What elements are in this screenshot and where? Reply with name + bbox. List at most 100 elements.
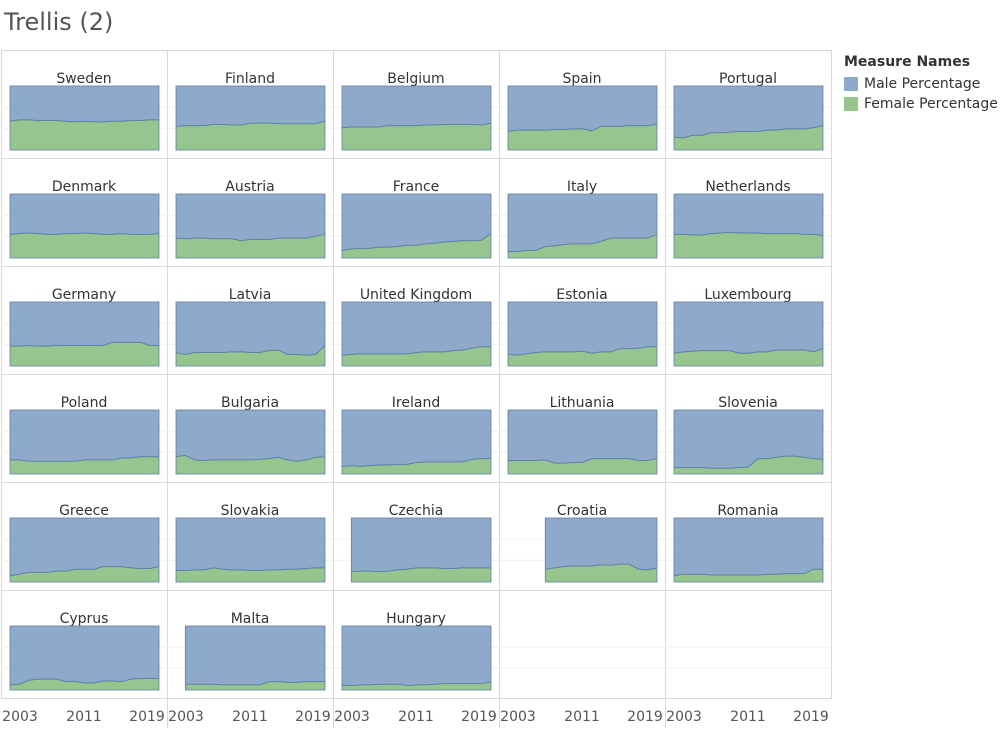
boundary-line	[507, 346, 657, 356]
panel-spain[interactable]: Spain	[507, 71, 658, 151]
plot-outline	[175, 517, 326, 583]
panel-croatia[interactable]: Croatia	[544, 503, 658, 583]
area-female[interactable]	[10, 233, 159, 258]
area-female[interactable]	[185, 681, 325, 690]
boundary-line	[674, 455, 824, 469]
panel-title: Sweden	[56, 71, 111, 87]
panel-slovenia[interactable]: Slovenia	[673, 395, 824, 475]
panel-title: Poland	[61, 395, 108, 411]
boundary-line	[673, 568, 823, 577]
legend-label-female: Female Percentage	[864, 96, 998, 112]
area-female[interactable]	[10, 119, 159, 150]
boundary-line	[176, 567, 325, 571]
panel-slovakia[interactable]: Slovakia	[175, 503, 326, 583]
trellis-chart[interactable]: Sweden Finland Belgium Spain Portugal Denmark…	[0, 0, 835, 729]
x-tick-label: 2011	[398, 709, 434, 725]
x-tick-label: 2011	[66, 709, 102, 725]
area-female[interactable]	[508, 124, 657, 150]
area-male[interactable]	[185, 626, 325, 690]
area-female[interactable]	[176, 567, 325, 582]
boundary-line	[341, 346, 491, 356]
area-female[interactable]	[674, 232, 823, 258]
plot-outline	[544, 517, 658, 583]
panel-bulgaria[interactable]: Bulgaria	[175, 395, 326, 475]
panel-cyprus[interactable]: Cyprus	[9, 611, 160, 691]
boundary-line	[9, 677, 159, 686]
panel-germany[interactable]: Germany	[9, 287, 160, 367]
area-female[interactable]	[674, 125, 823, 150]
plot-outline	[341, 625, 492, 691]
area-female[interactable]	[674, 348, 823, 366]
panel-sweden[interactable]: Sweden	[9, 71, 160, 151]
panel-title: Spain	[562, 71, 601, 87]
boundary-line	[674, 231, 824, 237]
area-female[interactable]	[10, 566, 159, 582]
plot-outline	[9, 409, 160, 475]
legend-item-female[interactable]: Female Percentage	[844, 94, 998, 114]
area-female[interactable]	[176, 234, 325, 258]
panel-czechia[interactable]: Czechia	[350, 503, 492, 583]
plot-outline	[673, 517, 824, 583]
panel-denmark[interactable]: Denmark	[9, 179, 160, 259]
panel-lithuania[interactable]: Lithuania	[507, 395, 658, 475]
panel-united-kingdom[interactable]: United Kingdom	[341, 287, 492, 367]
boundary-line	[545, 563, 658, 571]
area-male[interactable]	[674, 518, 823, 582]
panel-netherlands[interactable]: Netherlands	[673, 179, 824, 259]
area-female[interactable]	[674, 456, 823, 474]
plot-outline	[9, 193, 160, 259]
chart-title: Trellis (2)	[4, 8, 114, 36]
plot-outline	[9, 625, 160, 691]
area-female[interactable]	[342, 458, 491, 474]
plot-outline	[341, 193, 492, 259]
area-female[interactable]	[508, 346, 657, 366]
panel-ireland[interactable]: Ireland	[341, 395, 492, 475]
panel-latvia[interactable]: Latvia	[175, 287, 326, 367]
plot-outline	[341, 301, 492, 367]
area-female[interactable]	[10, 678, 159, 690]
area-female[interactable]	[10, 456, 159, 474]
panel-malta[interactable]: Malta	[184, 611, 326, 691]
panel-france[interactable]: France	[341, 179, 492, 259]
panel-title: Italy	[567, 179, 597, 195]
area-female[interactable]	[342, 346, 491, 366]
plot-outline	[341, 85, 492, 151]
panel-italy[interactable]: Italy	[507, 179, 658, 259]
panel-title: Luxembourg	[704, 287, 791, 303]
x-tick-label: 2011	[232, 709, 268, 725]
panel-luxembourg[interactable]: Luxembourg	[673, 287, 824, 367]
panel-poland[interactable]: Poland	[9, 395, 160, 475]
area-female[interactable]	[342, 233, 491, 258]
panel-belgium[interactable]: Belgium	[341, 71, 492, 151]
panel-title: Germany	[52, 287, 116, 303]
panel-romania[interactable]: Romania	[673, 503, 824, 583]
area-female[interactable]	[176, 121, 325, 150]
panel-title: Greece	[59, 503, 109, 519]
panel-estonia[interactable]: Estonia	[507, 287, 658, 367]
plot-outline	[507, 85, 658, 151]
panel-hungary[interactable]: Hungary	[341, 611, 492, 691]
legend[interactable]: Measure Names Male Percentage Female Per…	[844, 54, 998, 114]
legend-item-male[interactable]: Male Percentage	[844, 74, 998, 94]
panel-title: Latvia	[229, 287, 272, 303]
boundary-line	[341, 233, 492, 251]
area-male[interactable]	[342, 626, 491, 690]
boundary-line	[175, 233, 326, 242]
area-female[interactable]	[342, 123, 491, 150]
area-female[interactable]	[508, 458, 657, 474]
panel-title: Austria	[225, 179, 274, 195]
area-female[interactable]	[176, 345, 325, 366]
area-female[interactable]	[508, 234, 657, 258]
area-female[interactable]	[545, 564, 657, 582]
panel-austria[interactable]: Austria	[175, 179, 326, 259]
boundary-line	[10, 341, 159, 347]
area-female[interactable]	[10, 342, 159, 366]
plot-outline	[673, 409, 824, 475]
boundary-line	[507, 123, 658, 132]
panel-greece[interactable]: Greece	[9, 503, 160, 583]
panel-finland[interactable]: Finland	[175, 71, 326, 151]
panel-portugal[interactable]: Portugal	[673, 71, 824, 151]
x-tick-label: 2003	[666, 709, 702, 725]
legend-label-male: Male Percentage	[864, 76, 981, 92]
area-female[interactable]	[674, 569, 823, 582]
